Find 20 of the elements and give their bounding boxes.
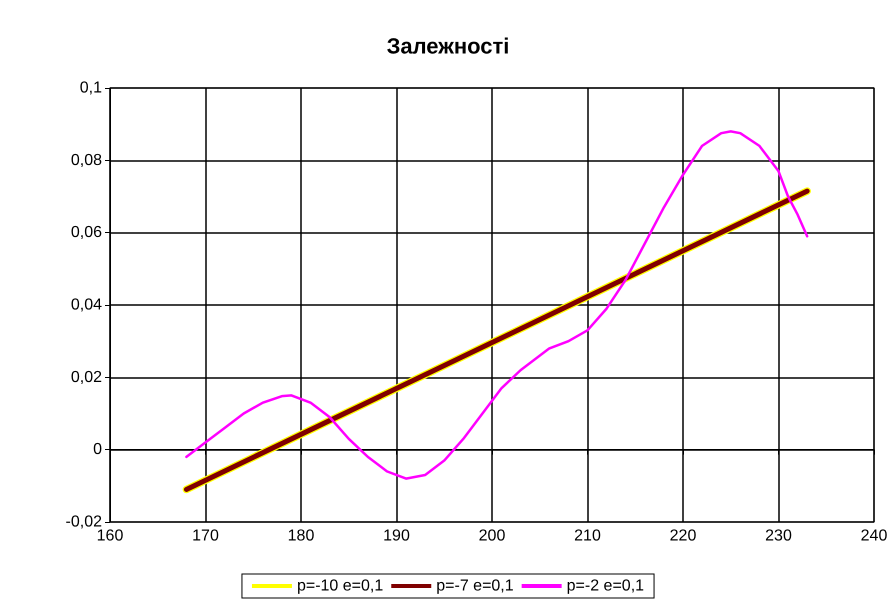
y-tick-label: -0,02 bbox=[66, 514, 102, 530]
y-tick-label: 0,06 bbox=[70, 224, 102, 242]
x-tick-label: 160 bbox=[96, 528, 124, 544]
y-tick-label: 0 bbox=[93, 441, 102, 458]
y-tick-label: 0,02 bbox=[70, 368, 102, 386]
x-tick-label: 210 bbox=[574, 528, 601, 544]
legend-label: p=-10 e=0,1 bbox=[296, 578, 384, 594]
legend-label: p=-7 e=0,1 bbox=[436, 578, 514, 594]
y-tick-label: 0,08 bbox=[70, 152, 102, 169]
x-tick-label: 180 bbox=[288, 528, 314, 544]
x-tick-label: 220 bbox=[670, 528, 696, 544]
x-tick-label: 230 bbox=[765, 528, 792, 544]
x-tick-label: 190 bbox=[383, 528, 410, 544]
x-tick-label: 170 bbox=[192, 528, 219, 544]
chart-title: Залежності bbox=[386, 34, 510, 58]
x-tick-label: 200 bbox=[478, 528, 506, 544]
x-tick-label: 240 bbox=[860, 528, 888, 544]
y-tick-label: 0,1 bbox=[80, 80, 102, 96]
y-tick-label: 0,04 bbox=[70, 296, 102, 314]
legend-label: p=-2 e=0,1 bbox=[566, 578, 644, 594]
